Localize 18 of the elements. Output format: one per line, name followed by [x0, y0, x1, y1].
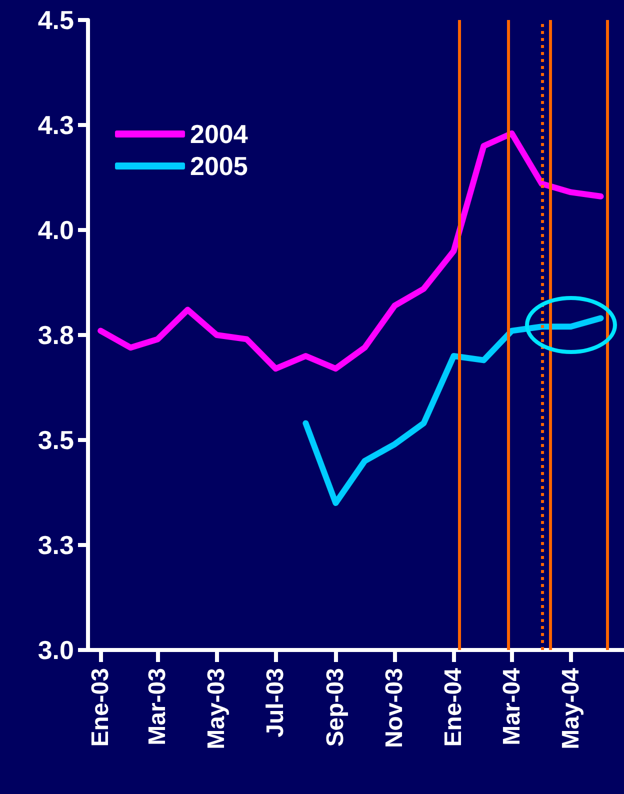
x-tick-label: Jul-03 — [262, 668, 290, 738]
x-tick-label: Nov-03 — [381, 668, 408, 748]
y-tick-label: 4.3 — [38, 110, 74, 140]
x-tick-label: Ene-03 — [87, 668, 114, 747]
y-tick-label: 3.3 — [38, 530, 74, 560]
x-tick-label: Mar-04 — [498, 667, 526, 746]
y-tick-label: 3.8 — [38, 320, 74, 350]
y-tick-label: 4.0 — [38, 215, 74, 245]
x-tick-label: Mar-03 — [144, 668, 172, 746]
x-tick-label: May-03 — [203, 668, 230, 750]
y-tick-label: 4.5 — [38, 5, 74, 35]
legend-label: 2005 — [190, 151, 248, 181]
x-tick-label: May-04 — [557, 667, 584, 750]
x-tick-label: Ene-04 — [440, 667, 468, 747]
x-tick-label: Sep-03 — [322, 668, 350, 747]
y-tick-label: 3.0 — [38, 635, 74, 665]
legend-label: 2004 — [190, 119, 248, 149]
y-tick-label: 3.5 — [38, 425, 74, 455]
